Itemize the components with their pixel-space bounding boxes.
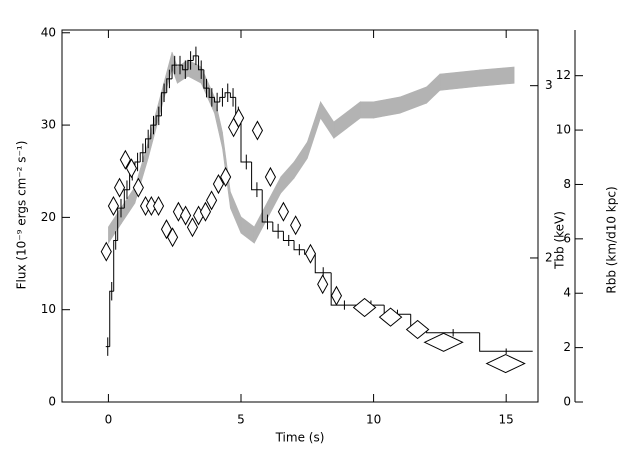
flux-step	[282, 231, 295, 241]
y3-axis-label: Rbb (km/d10 kpc)	[605, 186, 619, 293]
temperature-point	[212, 174, 225, 195]
y2-axis-label: Tbb (keV)	[553, 211, 567, 270]
temperature-point	[186, 217, 199, 238]
x-axis-label: Time (s)	[275, 431, 325, 445]
flux-step	[192, 55, 199, 61]
y3-tick-label: 8	[563, 177, 571, 191]
temperature-point	[405, 319, 430, 340]
y3-tick-label: 10	[556, 123, 571, 137]
temperature-point	[152, 196, 165, 217]
flux-step	[160, 92, 167, 116]
flux-step	[240, 115, 252, 163]
temperature-point	[251, 120, 264, 141]
flux-step	[150, 124, 157, 139]
flux-step	[213, 97, 220, 103]
temperature-point	[199, 201, 212, 222]
flux-step	[166, 78, 173, 93]
temperature-point	[317, 274, 329, 295]
flux-step	[224, 92, 231, 98]
flux-step	[293, 240, 305, 251]
temperature-point	[290, 215, 302, 236]
temperature-point	[100, 241, 112, 262]
flux-step	[479, 332, 533, 352]
temperature-point	[167, 227, 179, 248]
flux-step	[272, 222, 284, 232]
temperature-point	[180, 205, 192, 226]
flux-step	[261, 189, 273, 223]
radius-band	[360, 101, 374, 119]
y-tick-label: 0	[48, 395, 56, 409]
x-tick-label: 10	[366, 413, 381, 427]
x-tick-label: 0	[105, 413, 113, 427]
flux-step	[123, 189, 130, 209]
flux-step	[187, 59, 194, 70]
temperature-point	[233, 108, 245, 129]
flux-step	[219, 96, 226, 102]
y-tick-label: 40	[41, 25, 56, 39]
radius-band	[479, 66, 515, 87]
y3-tick-label: 4	[563, 286, 571, 300]
flux-step	[145, 138, 151, 153]
flux-step	[251, 162, 263, 191]
temperature-point	[125, 158, 138, 179]
temperature-point	[304, 243, 317, 264]
flux-step	[314, 254, 332, 274]
y-tick-label: 30	[41, 118, 56, 132]
flux-step	[182, 65, 188, 71]
y-tick-label: 20	[41, 210, 56, 224]
temperature-point	[423, 332, 464, 352]
flux-step	[198, 55, 204, 71]
y-tick-label: 10	[41, 302, 56, 316]
y-axis-label: Flux (10⁻⁹ ergs cm⁻² s⁻¹)	[15, 141, 29, 290]
flux-step	[330, 272, 358, 306]
y2-tick-label: 3	[545, 78, 553, 92]
temperature-point	[205, 190, 218, 211]
flux-step	[171, 64, 178, 79]
temperature-point	[107, 196, 120, 217]
temperature-point	[220, 166, 232, 187]
temperature-point	[277, 201, 289, 222]
temperature-point	[485, 353, 526, 374]
flux-step	[139, 152, 146, 162]
temperature-point	[352, 297, 377, 318]
flux-step	[203, 69, 210, 89]
temperature-point	[113, 177, 126, 198]
flux-step	[229, 92, 236, 98]
y2-tick-label: 2	[545, 250, 553, 264]
temperature-point	[264, 166, 277, 187]
flux-step	[109, 290, 114, 347]
y3-tick-label: 6	[563, 231, 571, 245]
y3-tick-label: 12	[556, 68, 571, 82]
flux-step	[208, 88, 215, 98]
x-tick-label: 15	[499, 413, 514, 427]
temperature-point	[378, 307, 403, 327]
y3-tick-label: 0	[563, 395, 571, 409]
temperature-point	[330, 285, 343, 306]
flux-step	[113, 239, 118, 292]
temperature-point	[132, 177, 144, 198]
temperature-point	[119, 149, 131, 170]
x-tick-label: 5	[237, 413, 245, 427]
y3-tick-label: 2	[563, 340, 571, 354]
flux-step	[155, 115, 162, 126]
plot-frame	[61, 29, 539, 403]
